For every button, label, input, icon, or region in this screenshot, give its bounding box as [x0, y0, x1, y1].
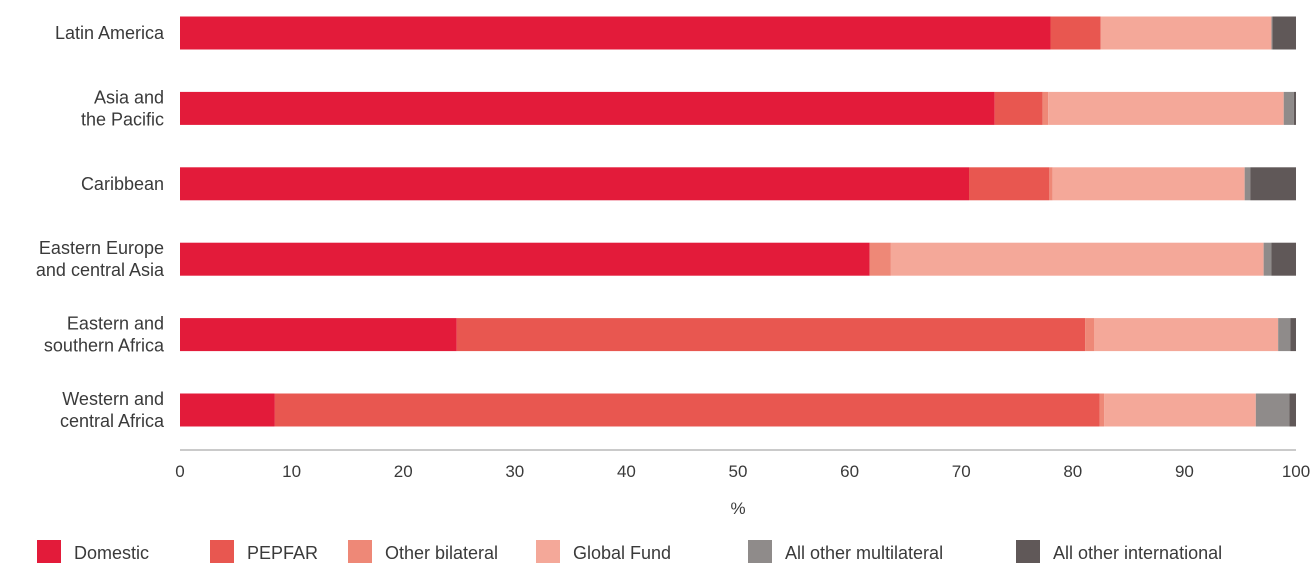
- bar-asia-and-the-pacific-all-other-international: [1293, 91, 1296, 125]
- category-label-latin-america: Latin America: [55, 23, 165, 43]
- legend-label-all-other-multilateral: All other multilateral: [785, 543, 943, 563]
- x-tick-label-100: 100: [1282, 462, 1310, 481]
- legend-swatch-domestic: [37, 540, 61, 563]
- bar-caribbean-other-bilateral: [1049, 167, 1053, 201]
- x-axis-label: %: [730, 499, 745, 518]
- bar-western-and-central-africa-all-other-multilateral: [1255, 393, 1290, 427]
- legend-item-all-other-international: All other international: [1016, 540, 1222, 563]
- bar-caribbean-all-other-international: [1250, 167, 1296, 201]
- bar-eastern-europe-and-central-asia-global-fund: [890, 242, 1264, 276]
- category-label-western-and-central-africa: Western and central Africa: [60, 389, 165, 431]
- bar-latin-america-global-fund: [1100, 16, 1272, 50]
- x-tick-label-30: 30: [505, 462, 524, 481]
- x-axis-ticks: 0 10 20 30 40 50 60 70 80 90 100: [175, 462, 1310, 481]
- bar-eastern-and-southern-africa-domestic: [180, 318, 457, 352]
- x-tick-label-20: 20: [394, 462, 413, 481]
- category-label-asia-and-the-pacific: Asia and the Pacific: [81, 87, 164, 129]
- bar-asia-and-the-pacific-other-bilateral: [1042, 91, 1049, 125]
- bar-asia-and-the-pacific-domestic: [180, 91, 995, 125]
- bar-eastern-europe-and-central-asia-other-bilateral: [869, 242, 891, 276]
- legend: Domestic PEPFAR Other bilateral Global Fund…: [37, 540, 1222, 563]
- legend-label-domestic: Domestic: [74, 543, 149, 563]
- bar-caribbean-domestic: [180, 167, 970, 201]
- legend-item-all-other-multilateral: All other multilateral: [748, 540, 943, 563]
- x-tick-label-10: 10: [282, 462, 301, 481]
- legend-label-global-fund: Global Fund: [573, 543, 671, 563]
- legend-item-global-fund: Global Fund: [536, 540, 671, 563]
- bar-eastern-europe-and-central-asia-all-other-international: [1271, 242, 1296, 276]
- bar-eastern-and-southern-africa-all-other-multilateral: [1278, 318, 1291, 352]
- bar-latin-america-all-other-international: [1272, 16, 1296, 50]
- bar-western-and-central-africa-all-other-international: [1289, 393, 1296, 427]
- category-labels: Latin America Asia and the Pacific Caribbea…: [36, 23, 165, 431]
- bar-western-and-central-africa-pepfar: [274, 393, 1100, 427]
- category-label-eastern-and-southern-africa: Eastern and southern Africa: [44, 314, 165, 356]
- legend-item-other-bilateral: Other bilateral: [348, 540, 498, 563]
- x-tick-label-0: 0: [175, 462, 184, 481]
- x-tick-label-50: 50: [729, 462, 748, 481]
- bar-latin-america-all-other-multilateral: [1271, 16, 1273, 50]
- x-tick-label-40: 40: [617, 462, 636, 481]
- legend-swatch-pepfar: [210, 540, 234, 563]
- legend-label-other-bilateral: Other bilateral: [385, 543, 498, 563]
- bar-latin-america-domestic: [180, 16, 1051, 50]
- bar-eastern-and-southern-africa-global-fund: [1094, 318, 1279, 352]
- x-tick-label-90: 90: [1175, 462, 1194, 481]
- bar-asia-and-the-pacific-all-other-multilateral: [1283, 91, 1294, 125]
- bar-asia-and-the-pacific-pepfar: [994, 91, 1043, 125]
- legend-swatch-all-other-multilateral: [748, 540, 772, 563]
- legend-label-pepfar: PEPFAR: [247, 543, 318, 563]
- bars-layer: [180, 16, 1296, 427]
- legend-swatch-all-other-international: [1016, 540, 1040, 563]
- legend-swatch-global-fund: [536, 540, 560, 563]
- bar-eastern-and-southern-africa-all-other-international: [1290, 318, 1296, 352]
- bar-latin-america-pepfar: [1050, 16, 1101, 50]
- x-tick-label-60: 60: [840, 462, 859, 481]
- bar-eastern-europe-and-central-asia-domestic: [180, 242, 870, 276]
- bar-caribbean-global-fund: [1052, 167, 1245, 201]
- bar-caribbean-pepfar: [969, 167, 1050, 201]
- legend-label-all-other-international: All other international: [1053, 543, 1222, 563]
- bar-eastern-europe-and-central-asia-all-other-multilateral: [1263, 242, 1272, 276]
- category-label-caribbean: Caribbean: [81, 174, 164, 194]
- legend-swatch-other-bilateral: [348, 540, 372, 563]
- bar-western-and-central-africa-domestic: [180, 393, 275, 427]
- bar-asia-and-the-pacific-global-fund: [1048, 91, 1284, 125]
- bar-western-and-central-africa-other-bilateral: [1099, 393, 1105, 427]
- category-label-eastern-europe-and-central-asia: Eastern Europe and central Asia: [36, 238, 165, 280]
- bar-eastern-and-southern-africa-pepfar: [456, 318, 1086, 352]
- x-tick-label-80: 80: [1063, 462, 1082, 481]
- bar-western-and-central-africa-global-fund: [1104, 393, 1256, 427]
- x-tick-label-70: 70: [952, 462, 971, 481]
- bar-eastern-and-southern-africa-other-bilateral: [1085, 318, 1095, 352]
- bar-caribbean-all-other-multilateral: [1244, 167, 1251, 201]
- legend-item-pepfar: PEPFAR: [210, 540, 318, 563]
- legend-item-domestic: Domestic: [37, 540, 149, 563]
